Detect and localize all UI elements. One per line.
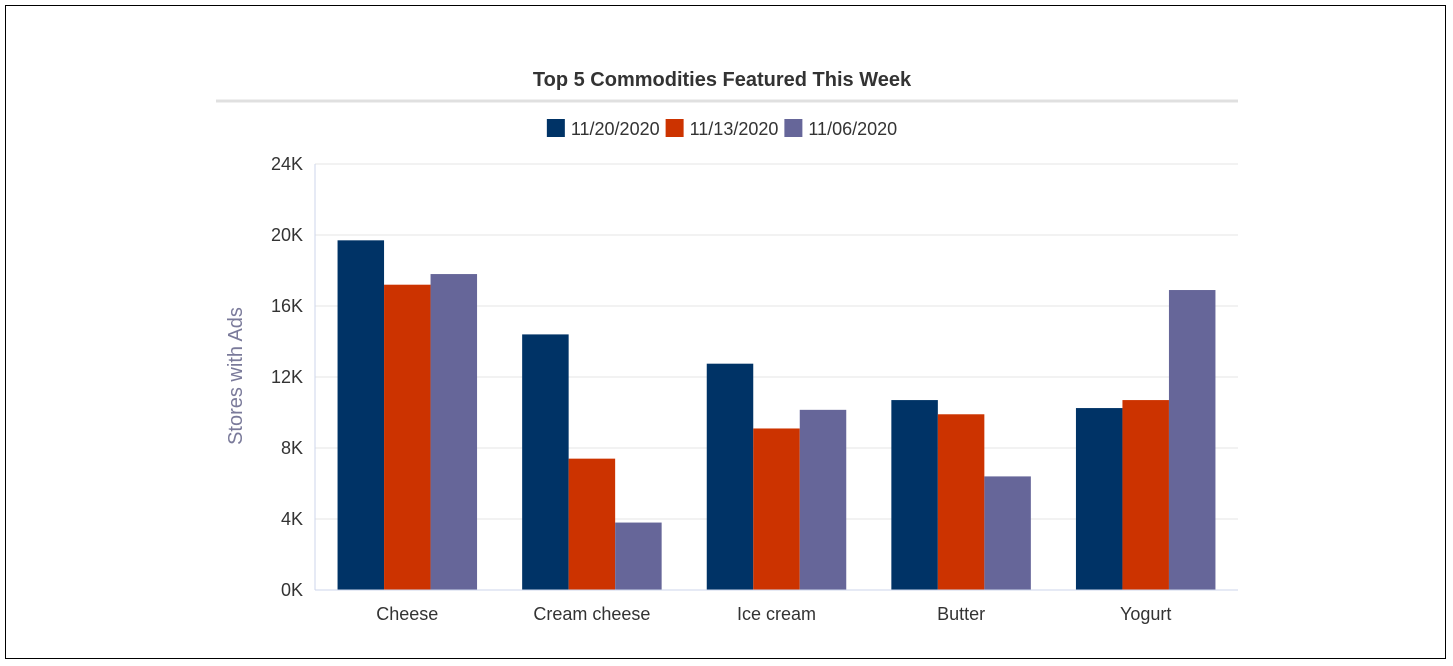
legend-item[interactable]: 11/13/2020 (665, 119, 779, 139)
bar[interactable] (984, 476, 1031, 590)
x-tick-label: Butter (937, 604, 985, 624)
bar[interactable] (337, 240, 385, 590)
x-tick-label: Ice cream (737, 604, 816, 624)
y-tick-label: 24K (271, 154, 303, 174)
y-tick-label: 0K (281, 580, 303, 600)
y-axis-ticks: 0K 4K 8K 12K 16K 20K 24K (271, 154, 303, 600)
x-axis-ticks: Cheese Cream cheese Ice cream Butter Yogurt (376, 604, 1171, 624)
legend-item[interactable]: 11/06/2020 (784, 119, 897, 139)
legend-label: 11/06/2020 (808, 119, 897, 139)
bar[interactable] (1075, 408, 1123, 590)
bar[interactable] (1122, 400, 1169, 590)
bar[interactable] (706, 363, 754, 590)
bar[interactable] (568, 458, 616, 590)
y-tick-label: 4K (281, 509, 303, 529)
bar[interactable] (753, 428, 800, 590)
legend-label: 11/20/2020 (571, 119, 660, 139)
x-tick-label: Cream cheese (533, 604, 650, 624)
y-tick-label: 8K (281, 438, 303, 458)
y-tick-label: 16K (271, 296, 303, 316)
legend-label: 11/13/2020 (690, 119, 779, 139)
bar[interactable] (937, 414, 985, 590)
bars (337, 240, 1216, 590)
legend-swatch (784, 119, 803, 137)
bar[interactable] (384, 284, 431, 590)
bar[interactable] (1168, 290, 1216, 590)
y-tick-label: 12K (271, 367, 303, 387)
legend-swatch (546, 119, 565, 137)
bar[interactable] (430, 274, 478, 590)
legend-item[interactable]: 11/20/2020 (546, 119, 660, 139)
chart-frame: Top 5 Commodities Featured This Week 11/… (5, 5, 1446, 659)
legend-swatch (665, 119, 684, 137)
x-tick-label: Yogurt (1120, 604, 1171, 624)
bar[interactable] (891, 400, 938, 590)
bar[interactable] (522, 334, 569, 590)
bar-chart: Top 5 Commodities Featured This Week 11/… (216, 69, 1238, 624)
chart-title: Top 5 Commodities Featured This Week (533, 69, 912, 91)
y-tick-label: 20K (271, 225, 303, 245)
x-tick-label: Cheese (376, 604, 438, 624)
chart-legend: 11/20/2020 11/13/2020 11/06/2020 (546, 119, 897, 139)
bar[interactable] (799, 409, 847, 590)
y-axis-title: Stores with Ads (225, 307, 247, 445)
bar[interactable] (615, 522, 662, 590)
